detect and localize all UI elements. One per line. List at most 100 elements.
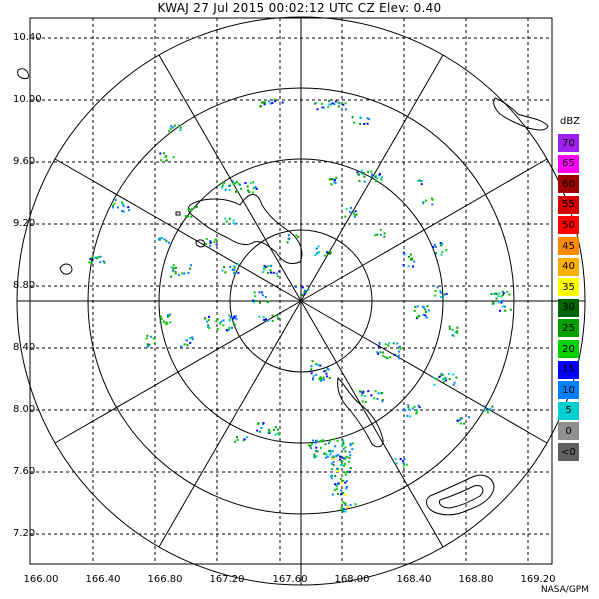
echo-pixel: [320, 102, 323, 105]
echo-pixel: [278, 270, 281, 273]
echo-pixel: [219, 322, 222, 325]
echo-pixel: [353, 121, 356, 124]
echo-pixel: [314, 254, 317, 256]
echo-pixel: [97, 256, 100, 259]
echo-pixel: [335, 485, 338, 488]
echo-pixel: [235, 190, 237, 193]
echo-pixel: [267, 319, 270, 322]
echo-pixel: [286, 241, 289, 244]
echo-pixel: [443, 380, 445, 383]
echo-pixel: [271, 314, 274, 317]
echo-pixel: [345, 108, 347, 111]
echo-pixel: [308, 444, 310, 447]
echo-pixel: [208, 327, 211, 330]
echo-pixel: [360, 394, 363, 397]
echo-pixel: [311, 442, 313, 445]
echo-pixel: [323, 370, 326, 373]
echo-pixel: [319, 376, 322, 379]
echo-pixel: [326, 251, 329, 254]
echo-pixel: [165, 240, 168, 243]
echo-pixel: [186, 344, 189, 347]
legend-swatch: 25: [558, 319, 579, 338]
echo-pixel: [342, 479, 345, 482]
echo-pixel: [440, 296, 443, 298]
kwajalein-atoll: [187, 194, 303, 265]
echo-pixel: [323, 254, 326, 257]
islet-a: [175, 211, 181, 216]
echo-pixel: [207, 319, 210, 321]
echo-pixel: [344, 462, 346, 465]
echo-pixel: [433, 383, 436, 386]
echo-pixel: [332, 178, 335, 181]
echo-pixel: [323, 452, 326, 455]
echo-pixel: [488, 408, 491, 411]
echo-pixel: [175, 266, 177, 269]
echo-pixel: [248, 191, 251, 193]
echo-pixel: [345, 487, 348, 490]
legend-swatch: 20: [558, 340, 579, 358]
echo-pixel: [425, 311, 427, 313]
echo-pixel: [328, 450, 331, 452]
coastlines: [17, 68, 549, 516]
echo-pixel: [271, 101, 274, 104]
echo-pixel: [332, 461, 335, 464]
echo-pixel: [263, 267, 266, 270]
echo-pixel: [361, 392, 364, 395]
echo-pixel: [345, 208, 348, 211]
echo-pixel: [272, 271, 275, 274]
echo-pixel: [430, 197, 433, 200]
echo-pixel: [498, 292, 501, 295]
echo-pixel: [413, 309, 416, 312]
echo-pixel: [336, 470, 339, 472]
echo-pixel: [245, 436, 248, 439]
echo-pixel: [333, 179, 336, 181]
echo-pixel: [379, 233, 382, 236]
echo-pixel: [259, 105, 262, 108]
echo-pixel: [371, 175, 374, 178]
echo-pixel: [413, 260, 416, 263]
echo-pixel: [396, 342, 399, 345]
echo-pixel: [330, 183, 333, 186]
echo-pixel: [444, 376, 447, 379]
echo-pixel: [327, 105, 330, 108]
echo-pixel: [263, 103, 266, 106]
echo-pixel: [231, 326, 233, 329]
echo-pixel: [335, 176, 338, 179]
echo-pixel: [352, 212, 355, 215]
echo-pixel: [254, 186, 257, 189]
echo-pixel: [363, 123, 366, 125]
longitude-tick-label: 168.00: [334, 574, 370, 585]
echo-pixel: [320, 379, 323, 382]
echo-pixel: [233, 268, 236, 271]
echo-pixel: [351, 442, 354, 445]
echo-pixel: [301, 286, 304, 289]
echo-pixel: [271, 319, 274, 322]
echo-pixel: [235, 180, 238, 183]
echo-pixel: [398, 346, 401, 348]
echo-pixel: [325, 453, 328, 456]
echo-pixel: [242, 439, 245, 442]
echo-pixel: [320, 440, 323, 443]
echo-pixel: [174, 270, 177, 273]
echo-pixel: [276, 314, 279, 317]
echo-pixel: [127, 206, 130, 209]
legend-swatch: 60: [558, 175, 579, 194]
echo-pixel: [363, 175, 366, 178]
echo-pixel: [337, 453, 340, 456]
echo-pixel: [350, 206, 353, 209]
echo-pixel: [221, 186, 223, 189]
echo-pixel: [483, 409, 486, 412]
echo-pixel: [333, 103, 336, 105]
echo-pixel: [344, 215, 347, 218]
echo-pixel: [339, 455, 341, 458]
echo-pixel: [278, 433, 281, 436]
echo-pixel: [263, 319, 266, 321]
echo-pixel: [422, 313, 425, 316]
echo-pixel: [502, 293, 504, 296]
echo-pixel: [349, 454, 352, 457]
echo-pixel: [229, 266, 232, 268]
echo-pixel: [397, 350, 400, 353]
echo-pixel: [276, 432, 279, 435]
echo-pixel: [328, 178, 331, 181]
echo-pixel: [89, 258, 92, 261]
